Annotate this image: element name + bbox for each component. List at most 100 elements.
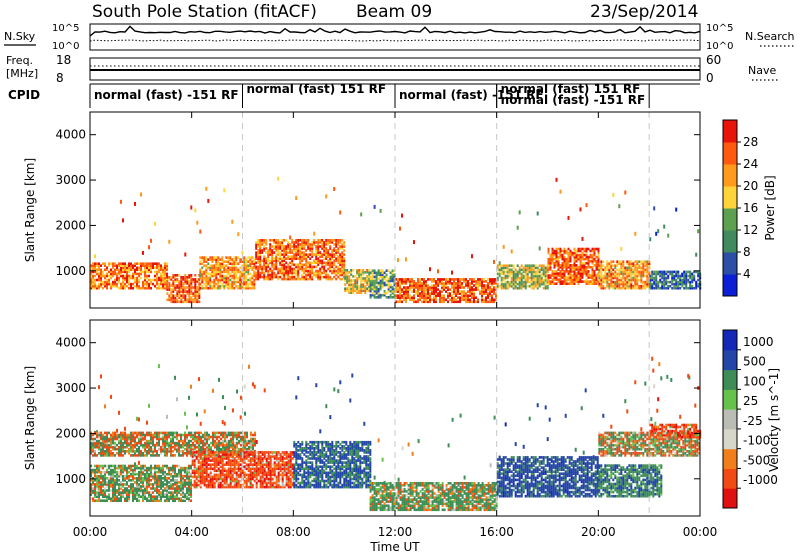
scatter-cell	[642, 268, 645, 272]
scatter-cell	[669, 280, 672, 284]
scatter-cell	[245, 258, 248, 261]
scatter-cell	[638, 260, 641, 263]
scatter-cell	[368, 283, 371, 286]
scatter-cell	[602, 286, 605, 290]
scatter-cell	[614, 276, 617, 280]
scatter-cell	[154, 483, 156, 486]
scatter-cell	[170, 439, 172, 443]
scatter-cell	[455, 290, 457, 293]
scatter-cell	[148, 472, 150, 476]
scatter-cell	[232, 437, 234, 441]
scatter-cell	[397, 290, 399, 293]
scatter-cell	[559, 278, 562, 281]
scatter-cell	[620, 282, 623, 286]
scatter-cell	[148, 491, 150, 494]
scatter-cell	[245, 260, 248, 263]
scatter-cell	[98, 278, 100, 282]
scatter-cell	[178, 450, 180, 453]
scatter-cell	[146, 262, 148, 265]
scatter-cell	[148, 245, 150, 250]
scatter-cell	[373, 289, 376, 293]
scatter-cell	[144, 286, 146, 290]
scatter-cell	[377, 269, 380, 272]
scatter-cell	[279, 241, 282, 244]
scatter-cell	[180, 497, 182, 500]
scatter-cell	[257, 259, 260, 263]
scatter-cell	[247, 256, 250, 259]
scatter-cell	[217, 260, 220, 263]
scatter-cell	[563, 257, 566, 261]
scatter-cell	[205, 282, 208, 286]
scatter-cell	[152, 264, 154, 267]
scatter-cell	[493, 288, 495, 291]
scatter-cell	[411, 278, 413, 281]
scatter-cell	[379, 273, 382, 277]
scatter-cell	[120, 491, 122, 494]
scatter-cell	[287, 255, 290, 258]
scatter-cell	[581, 251, 584, 255]
scatter-cell	[120, 264, 122, 267]
scatter-cell	[253, 266, 256, 270]
scatter-cell	[192, 445, 194, 449]
scatter-cell	[138, 489, 140, 492]
scatter-cell	[221, 274, 224, 278]
scatter-cell	[148, 443, 150, 447]
scatter-cell	[362, 273, 365, 276]
scatter-cell	[389, 296, 392, 299]
scatter-cell	[160, 278, 162, 282]
scatter-cell	[199, 276, 202, 280]
scatter-cell	[217, 272, 220, 276]
scatter-cell	[425, 300, 427, 304]
scatter-cell	[542, 280, 545, 284]
scatter-cell	[389, 279, 392, 283]
scatter-cell	[132, 483, 134, 486]
scatter-cell	[100, 454, 102, 457]
scatter-cell	[530, 282, 533, 286]
scatter-cell	[138, 447, 140, 451]
scatter-cell	[612, 276, 615, 280]
scatter-cell	[333, 261, 336, 265]
scatter-cell	[632, 272, 635, 276]
scatter-cell	[391, 296, 394, 299]
scatter-cell	[289, 245, 292, 248]
scatter-cell	[471, 278, 473, 281]
scatter-cell	[265, 267, 268, 271]
scatter-cell	[559, 249, 562, 253]
scatter-cell	[455, 288, 457, 291]
scatter-cell	[108, 470, 110, 474]
scatter-cell	[544, 270, 547, 274]
scatter-cell	[112, 435, 114, 439]
scatter-cell	[427, 296, 429, 299]
scatter-cell	[642, 274, 645, 278]
scatter-cell	[224, 433, 226, 437]
scatter-cell	[94, 454, 96, 457]
scatter-cell	[104, 441, 106, 445]
scatter-cell	[128, 497, 130, 500]
scatter-cell	[348, 281, 351, 284]
y-tick-label: 1000	[55, 264, 86, 278]
scatter-cell	[425, 288, 427, 291]
scatter-cell	[303, 241, 306, 244]
scatter-cell	[391, 289, 394, 293]
scatter-cell	[110, 272, 112, 276]
scatter-cell	[498, 272, 501, 276]
scatter-cell	[287, 245, 290, 248]
scatter-cell	[106, 452, 108, 455]
scatter-cell	[172, 483, 174, 486]
scatter-cell	[555, 264, 558, 267]
scatter-cell	[500, 272, 503, 276]
scatter-cell	[435, 282, 437, 285]
cpid-segment-label: normal (fast) -151 RF	[399, 88, 544, 102]
scatter-cell	[532, 266, 535, 270]
scatter-cell	[223, 270, 226, 274]
scatter-cell	[283, 251, 286, 254]
scatter-cell	[689, 274, 692, 278]
scatter-cell	[118, 280, 120, 284]
scatter-cell	[239, 276, 242, 280]
scatter-cell	[112, 272, 114, 276]
scatter-cell	[547, 278, 550, 281]
scatter-cell	[275, 239, 278, 242]
scatter-cell	[491, 298, 493, 302]
scatter-cell	[203, 260, 206, 263]
scatter-cell	[671, 282, 674, 286]
